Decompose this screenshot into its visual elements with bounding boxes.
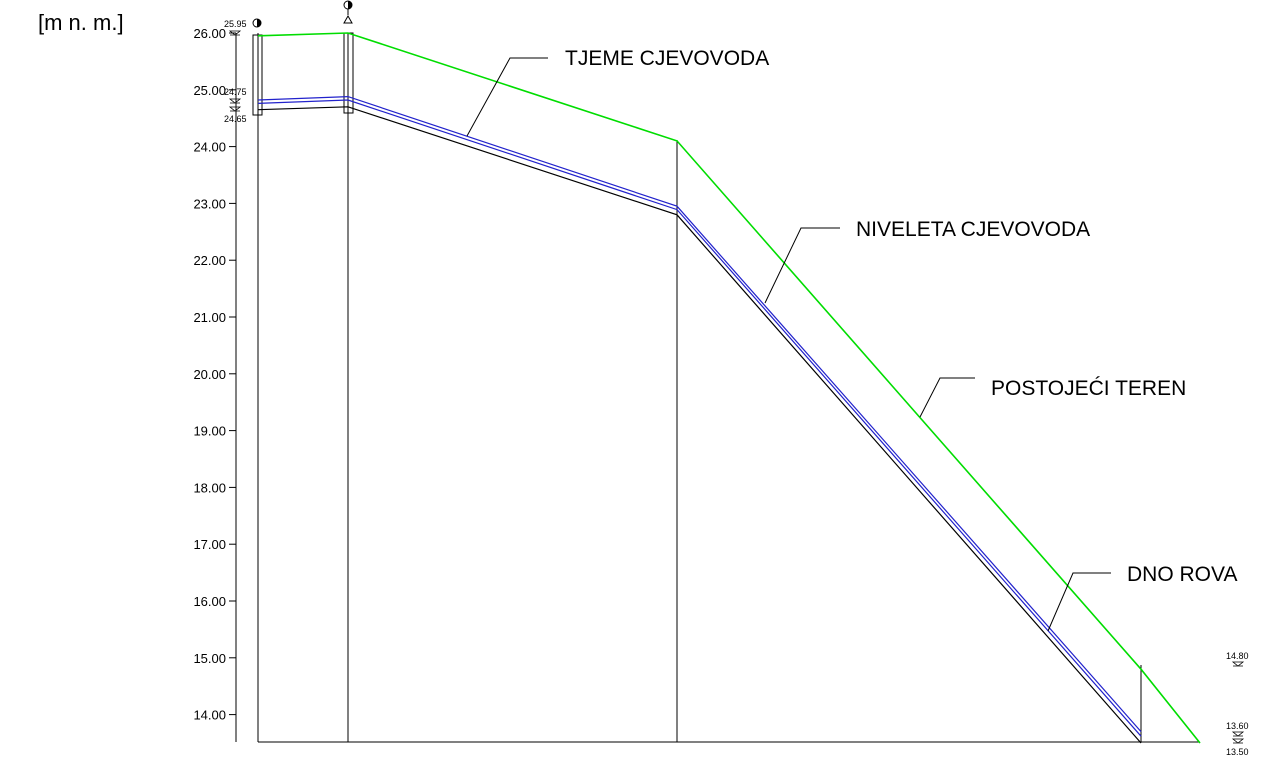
elev-marker-start-pipe bbox=[228, 98, 242, 104]
leader-label-tjeme: TJEME CJEVOVODA bbox=[565, 47, 769, 70]
elev-marker-end-pipe bbox=[1231, 731, 1245, 737]
manhole-shaft-1 bbox=[252, 34, 263, 116]
y-tick-label: 20.00 bbox=[193, 367, 226, 382]
y-tick-label: 25.00 bbox=[193, 83, 226, 98]
y-tick-label: 24.00 bbox=[193, 140, 226, 155]
leader-label-dno: DNO ROVA bbox=[1127, 563, 1237, 586]
y-tick-label: 15.00 bbox=[193, 651, 226, 666]
terrain-line bbox=[257, 32, 1201, 744]
y-tick-label: 23.00 bbox=[193, 196, 226, 211]
manhole-icon bbox=[252, 18, 262, 28]
leader-label-niveleta: NIVELETA CJEVOVODA bbox=[856, 218, 1090, 241]
y-tick-label: 21.00 bbox=[193, 310, 226, 325]
trench-line bbox=[257, 106, 1142, 744]
leader-label-teren: POSTOJEĆI TEREN bbox=[991, 377, 1186, 400]
elev-marker-end-terrain bbox=[1231, 661, 1245, 667]
leader-tjeme: TJEME CJEVOVODA bbox=[466, 47, 769, 137]
pipe-top-line bbox=[257, 95, 1142, 732]
unit-label: [m n. m.] bbox=[38, 10, 124, 35]
pipe-bottom-line bbox=[257, 99, 1142, 737]
y-tick-label: 19.00 bbox=[193, 424, 226, 439]
elev-marker-end-trench bbox=[1231, 738, 1245, 744]
y-axis-ticks: 26.00 25.00 24.00 23.00 22.00 21.00 20.00 19.00… bbox=[193, 26, 236, 723]
leader-teren: POSTOJEĆI TEREN bbox=[919, 377, 1186, 418]
elev-end-trench: 13.50 bbox=[1226, 747, 1249, 757]
elev-start-trench: 24.65 bbox=[224, 114, 247, 124]
y-tick-label: 14.00 bbox=[193, 708, 226, 723]
y-tick-label: 17.00 bbox=[193, 537, 226, 552]
elev-marker-start-terrain bbox=[228, 30, 242, 36]
y-tick-label: 22.00 bbox=[193, 253, 226, 268]
y-tick-label: 18.00 bbox=[193, 480, 226, 495]
elev-start-pipe: 24.75 bbox=[224, 87, 247, 97]
valve-icon bbox=[343, 0, 353, 24]
y-tick-label: 16.00 bbox=[193, 594, 226, 609]
leader-dno: DNO ROVA bbox=[1047, 563, 1237, 632]
elev-marker-start-trench bbox=[228, 106, 242, 112]
elev-end-terrain: 14.80 bbox=[1226, 651, 1249, 661]
elev-end-pipe: 13.60 bbox=[1226, 721, 1249, 731]
elev-start-terrain: 25.95 bbox=[224, 19, 247, 29]
leader-niveleta: NIVELETA CJEVOVODA bbox=[764, 218, 1090, 304]
y-tick-label: 26.00 bbox=[193, 26, 226, 41]
